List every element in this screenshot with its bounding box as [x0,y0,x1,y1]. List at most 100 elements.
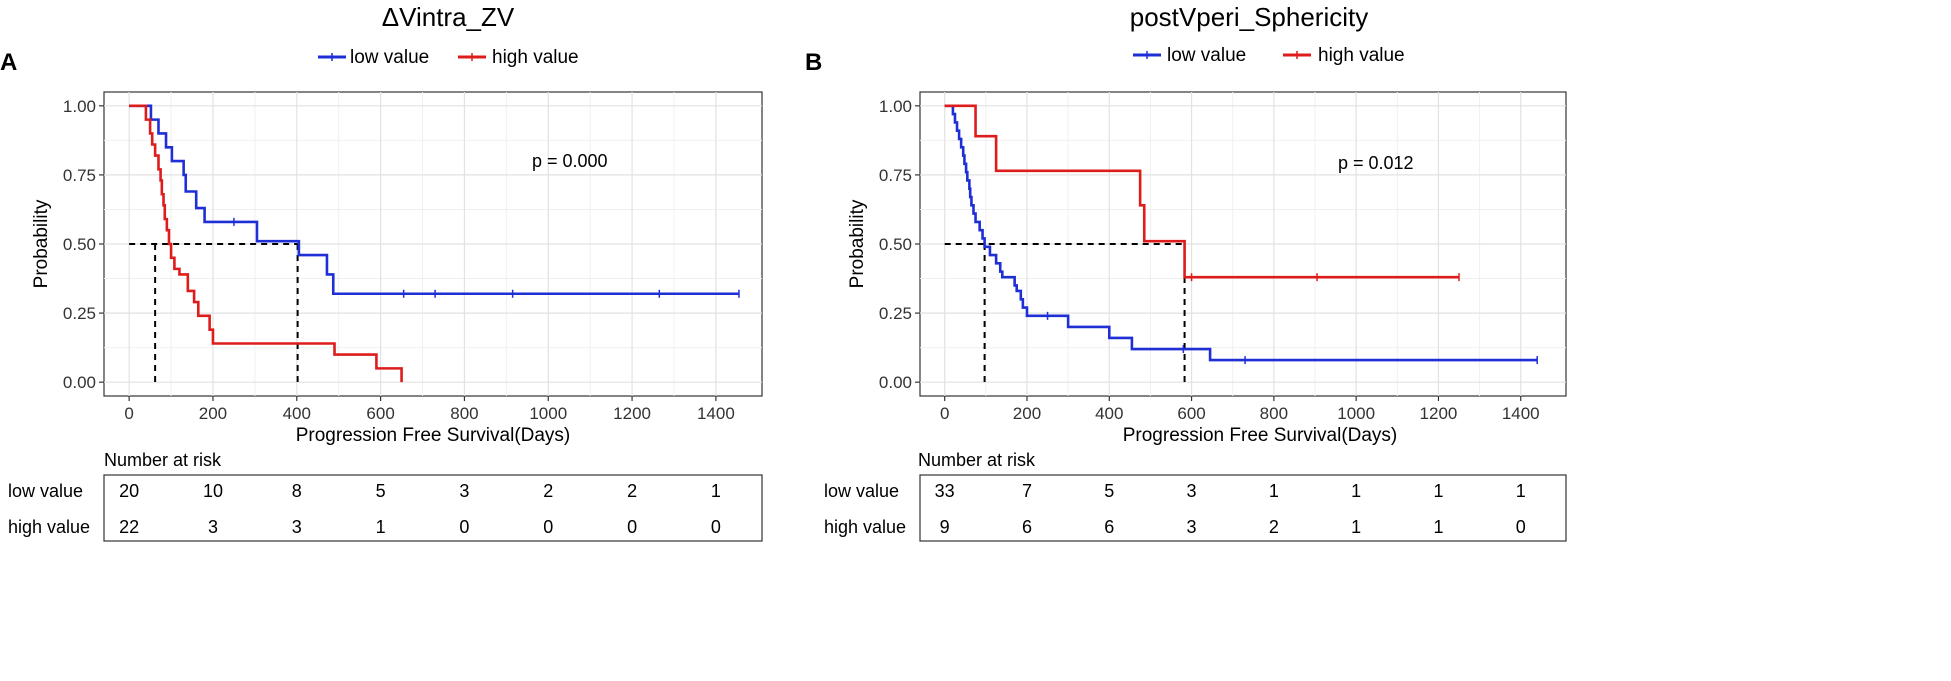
y-axis-label: Probability [847,199,868,288]
x-tick-label: 0 [124,404,133,423]
risk-table-box [919,474,1567,542]
y-axis: 0.00 0.25 0.50 0.75 1.00 [63,97,104,392]
risk-table-values: 20 10 8 5 3 2 2 122 3 3 1 0 0 0 0 [119,481,721,537]
y-tick-label: 0.00 [63,373,96,392]
survival-curves [944,104,1538,365]
risk-value: 22 [119,517,139,537]
panel-label: B [805,49,822,76]
x-tick-label: 600 [1177,404,1205,423]
x-axis-label: Progression Free Survival(Days) [1123,425,1398,446]
x-axis-label: Progression Free Survival(Days) [296,425,571,446]
risk-value: 1 [1433,517,1443,537]
x-tick-label: 1000 [1337,404,1375,423]
risk-row-label-high: high value [8,517,90,537]
risk-value: 8 [292,481,302,501]
risk-table-title: Number at risk [918,450,1036,470]
risk-value: 10 [203,481,223,501]
y-tick-label: 0.25 [63,304,96,323]
risk-value: 1 [1269,481,1279,501]
x-tick-label: 1400 [697,404,735,423]
y-tick-label: 0.75 [879,166,912,185]
x-tick-label: 400 [283,404,311,423]
risk-value: 0 [543,517,553,537]
chart-title: ΔVintra_ZV [382,2,515,32]
risk-value: 1 [1351,481,1361,501]
risk-table-title: Number at risk [104,450,222,470]
risk-value: 7 [1022,481,1032,501]
x-axis: 0 200 400 600 800 1000 1200 1400 [124,396,735,423]
risk-value: 9 [940,517,950,537]
risk-value: 33 [935,481,955,501]
risk-value: 2 [1269,517,1279,537]
y-tick-label: 0.75 [63,166,96,185]
gridlines [920,92,1566,396]
x-tick-label: 1400 [1502,404,1540,423]
median-lines [129,243,299,383]
x-tick-label: 0 [940,404,949,423]
risk-value: 1 [376,517,386,537]
risk-value: 3 [1187,481,1197,501]
risk-value: 1 [1433,481,1443,501]
risk-value: 0 [711,517,721,537]
x-tick-label: 1000 [529,404,567,423]
panel-label: A [0,49,17,76]
series-line-high-value [944,104,1460,279]
series-line-high-value [129,104,403,383]
x-tick-label: 1200 [1420,404,1458,423]
risk-value: 0 [1516,517,1526,537]
x-tick-label: 800 [1260,404,1288,423]
risk-value: 1 [1351,517,1361,537]
risk-value: 1 [1516,481,1526,501]
x-tick-label: 600 [366,404,394,423]
risk-row-label-high: high value [824,517,906,537]
y-tick-label: 0.50 [879,235,912,254]
risk-value: 2 [627,481,637,501]
series-line-low-value [129,104,739,296]
risk-value: 5 [1104,481,1114,501]
risk-row-label-low: low value [8,481,83,501]
y-axis-label: Probability [31,199,52,288]
legend: low value high value [1133,45,1405,66]
series-line-low-value [944,104,1538,362]
survival-curves [129,104,740,383]
risk-value: 3 [292,517,302,537]
risk-value: 3 [208,517,218,537]
y-tick-label: 1.00 [63,97,96,116]
risk-value: 5 [376,481,386,501]
legend-label-low: low value [1167,45,1246,66]
y-axis: 0.00 0.25 0.50 0.75 1.00 [879,97,920,392]
x-tick-label: 800 [450,404,478,423]
legend-label-high: high value [1318,45,1405,66]
risk-row-label-low: low value [824,481,899,501]
gridlines [104,92,762,396]
risk-value: 3 [459,481,469,501]
panel-a: A ΔVintra_ZV low value high value 0.000.… [0,2,763,542]
risk-table-box [103,474,763,542]
p-value-annotation: p = 0.012 [1338,153,1414,173]
risk-value: 20 [119,481,139,501]
risk-value: 0 [459,517,469,537]
y-tick-label: 1.00 [879,97,912,116]
panel-b: B postVperi_Sphericity low value high va… [805,2,1567,542]
y-tick-label: 0.00 [879,373,912,392]
p-value-annotation: p = 0.000 [532,151,608,171]
risk-table-values: 33 7 5 3 1 1 1 1 9 6 6 3 2 1 1 0 [935,481,1526,537]
legend-label-high: high value [492,47,579,68]
chart-title: postVperi_Sphericity [1130,2,1368,32]
y-tick-label: 0.25 [879,304,912,323]
risk-value: 1 [711,481,721,501]
legend-label-low: low value [350,47,429,68]
x-tick-label: 400 [1095,404,1123,423]
x-tick-label: 200 [199,404,227,423]
x-tick-label: 200 [1013,404,1041,423]
x-axis: 0 200 400 600 800 1000 1200 1400 [940,396,1540,423]
risk-value: 2 [543,481,553,501]
risk-value: 6 [1022,517,1032,537]
risk-value: 6 [1104,517,1114,537]
risk-value: 0 [627,517,637,537]
y-tick-label: 0.50 [63,235,96,254]
risk-value: 3 [1187,517,1197,537]
legend: low value high value [318,47,579,68]
x-tick-label: 1200 [613,404,651,423]
